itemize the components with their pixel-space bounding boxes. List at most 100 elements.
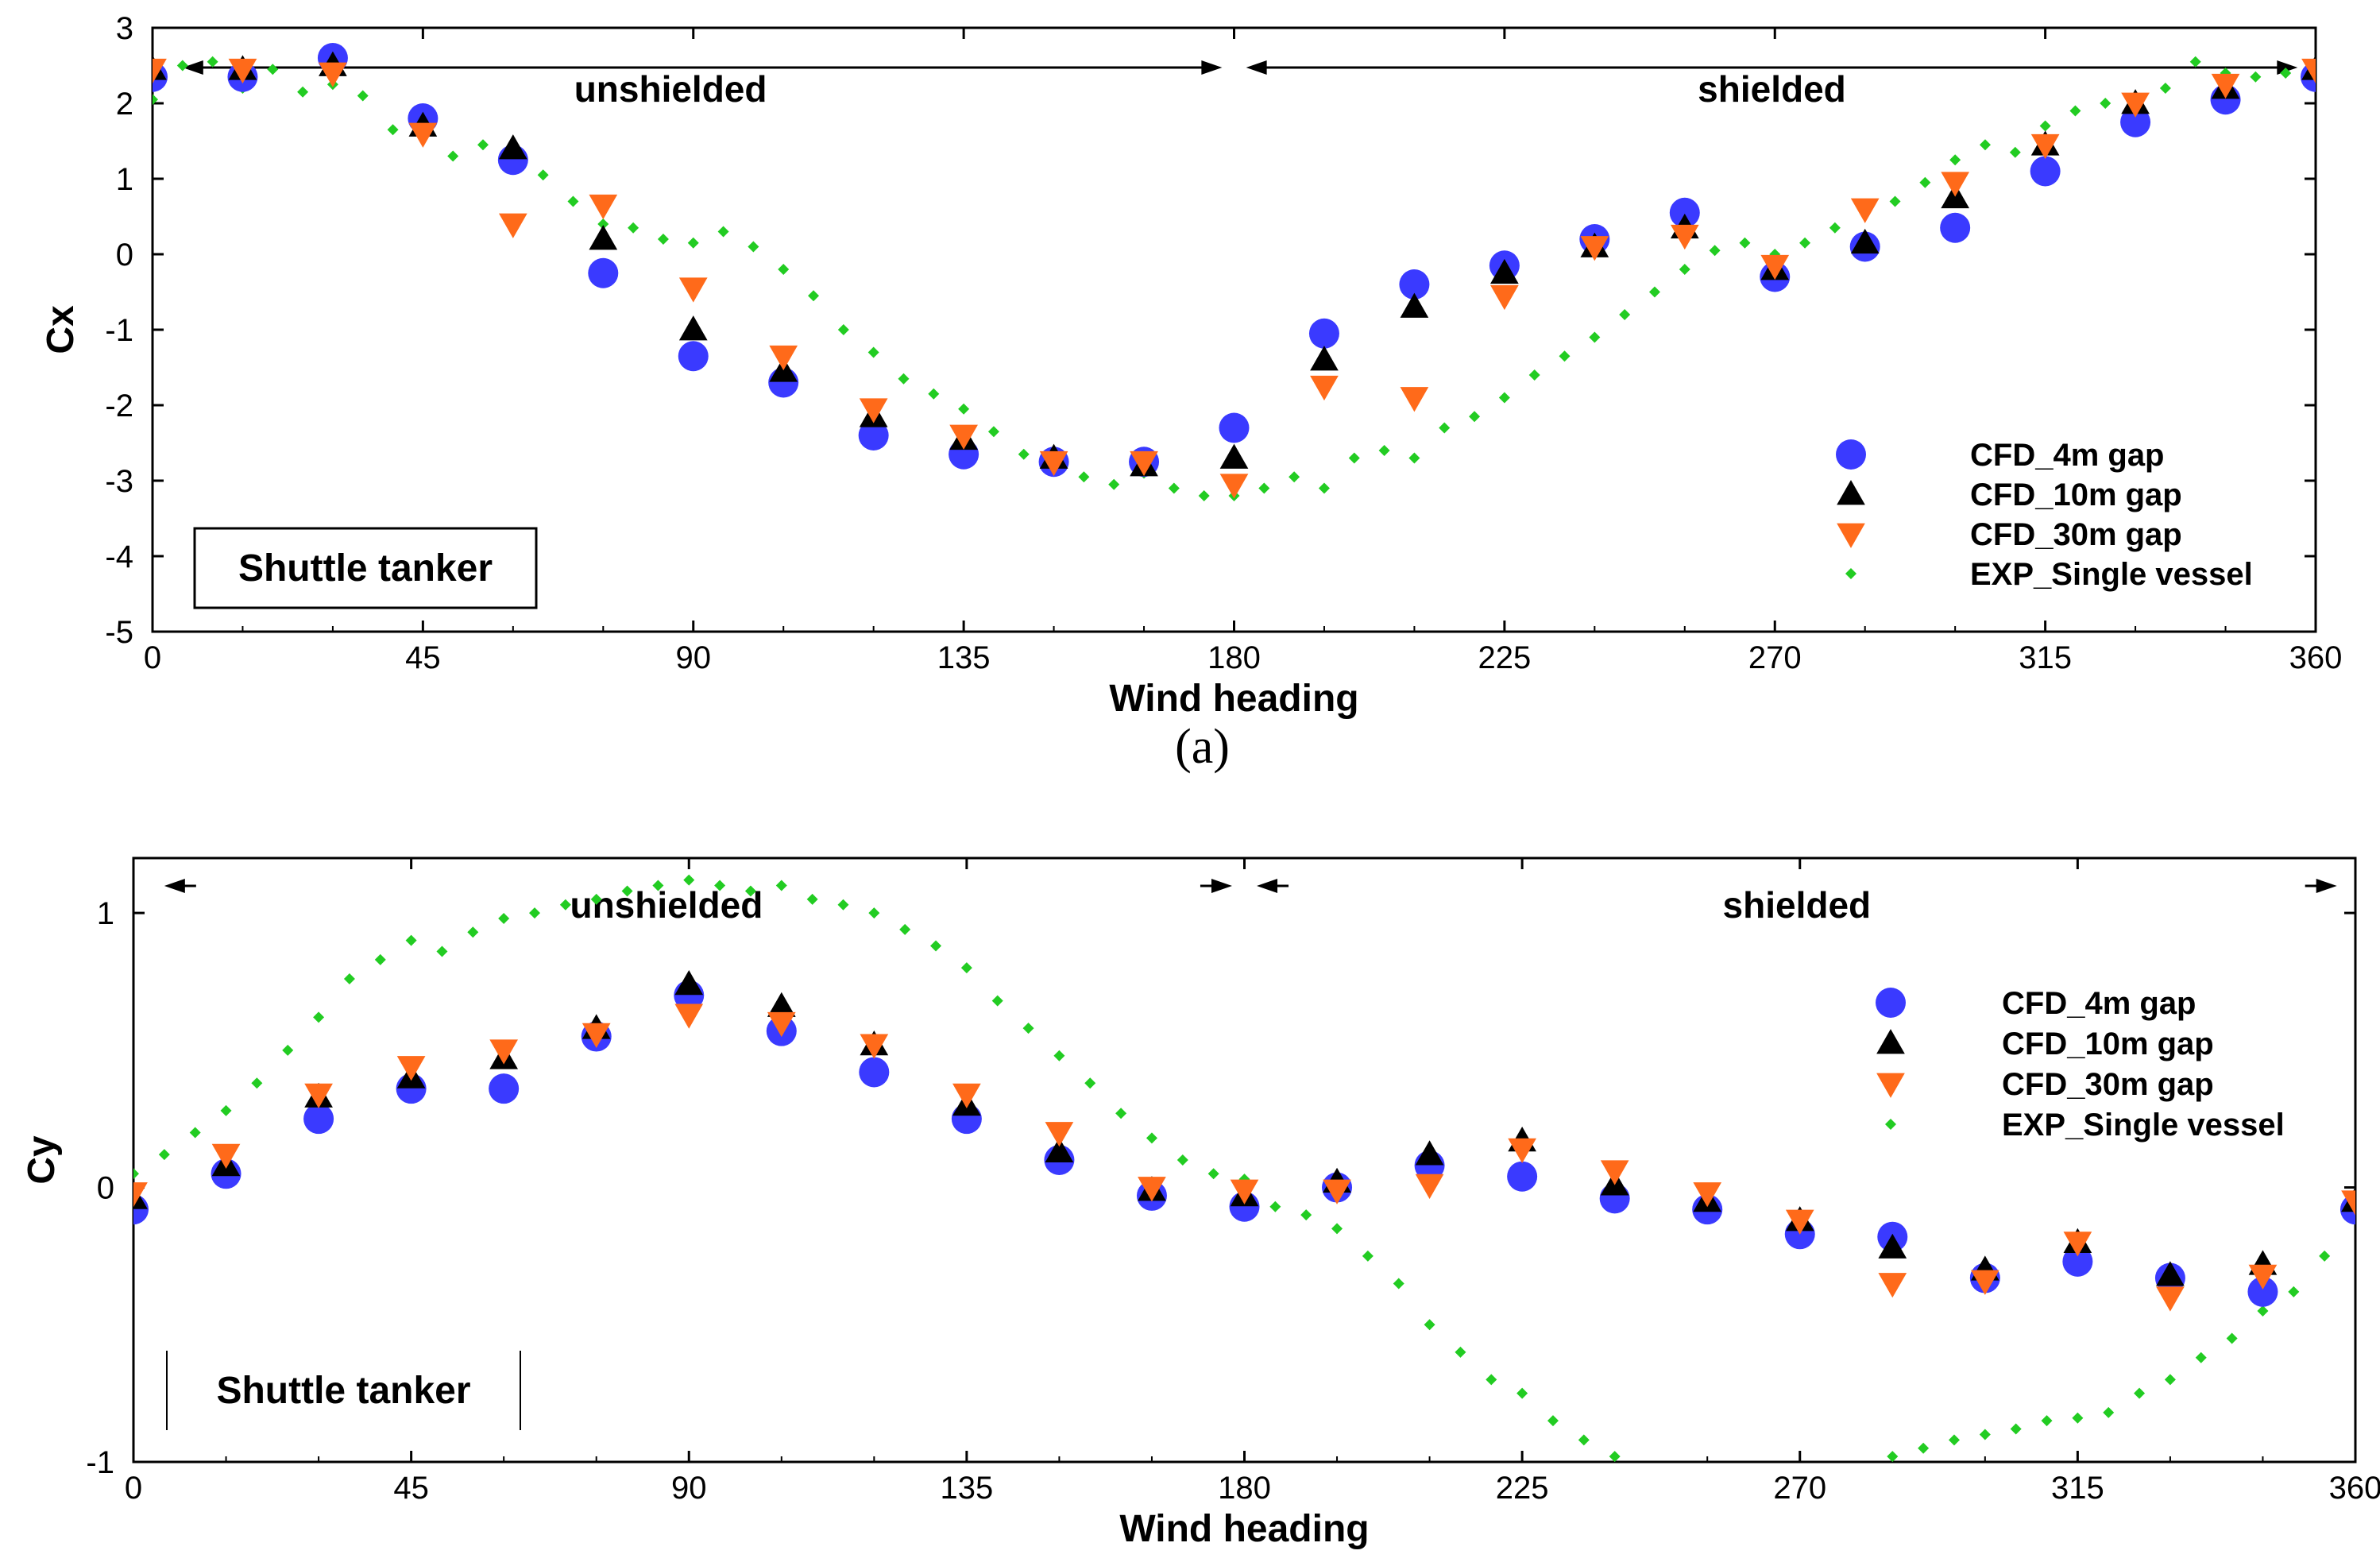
data-point	[899, 923, 911, 935]
data-point	[1045, 1137, 1074, 1163]
data-point	[2010, 1423, 2022, 1435]
data-point	[1490, 284, 1519, 311]
data-point	[498, 134, 527, 160]
data-point	[529, 907, 541, 919]
panel-caption: (a)	[1175, 720, 1230, 774]
data-point	[1018, 448, 1030, 460]
data-point	[1887, 1451, 1899, 1462]
data-point	[1785, 1209, 1814, 1235]
data-point	[714, 880, 726, 891]
y-tick-label: 1	[97, 896, 114, 931]
x-tick-label: 360	[2289, 640, 2343, 675]
data-point	[1878, 1233, 1907, 1259]
data-point	[1919, 176, 1931, 188]
data-point	[2226, 1332, 2238, 1344]
data-point	[1415, 1174, 1444, 1199]
panel-cy: 0 45 90 135 180 225 270 315 360 -1 0 1 Wind heading C…	[21, 856, 2380, 1550]
data-point	[303, 1104, 334, 1135]
data-point	[1507, 1161, 1538, 1192]
x-tick-label: 0	[125, 1471, 142, 1506]
x-tick-label: 0	[144, 640, 161, 675]
y-axis-title: Cy	[21, 1135, 63, 1185]
region-unshielded: unshielded	[182, 60, 1223, 110]
data-point	[2063, 1232, 2092, 1257]
data-point	[767, 992, 796, 1017]
data-point	[408, 122, 438, 148]
data-point	[1415, 1140, 1444, 1166]
data-point	[1799, 237, 1811, 249]
x-tick-label: 360	[2329, 1471, 2380, 1506]
y-tick-label: 3	[116, 11, 133, 46]
data-point	[1490, 258, 1519, 284]
data-point	[153, 58, 167, 84]
y-tick-label: -3	[105, 464, 133, 499]
data-point	[1709, 245, 1721, 257]
data-point	[1022, 1023, 1034, 1034]
x-tick-label: 45	[405, 640, 441, 675]
data-point	[1949, 154, 1961, 166]
data-point	[1589, 331, 1601, 343]
data-point	[597, 218, 609, 230]
data-point	[176, 60, 188, 72]
data-point	[2247, 1276, 2278, 1307]
data-point	[717, 226, 729, 238]
data-point	[1918, 1442, 1930, 1454]
annotation-box: Shuttle tanker	[193, 527, 538, 609]
data-point	[930, 940, 942, 952]
data-point	[590, 893, 602, 905]
data-point	[1940, 212, 1971, 243]
data-point	[1146, 1132, 1157, 1144]
data-point	[2072, 1412, 2084, 1424]
data-point	[343, 973, 355, 984]
data-point	[652, 880, 664, 891]
data-point	[769, 345, 798, 371]
data-point	[1670, 224, 1699, 250]
data-point	[559, 899, 571, 911]
y-tick-label: 0	[116, 238, 133, 273]
data-point	[1108, 478, 1120, 490]
y-tick-label: -2	[105, 389, 133, 423]
data-point	[2156, 1286, 2185, 1312]
data-point	[436, 945, 448, 957]
legend-label: CFD_4m gap	[1970, 438, 2165, 473]
data-point	[1850, 228, 1880, 254]
data-point	[1424, 1319, 1435, 1331]
data-point	[778, 264, 790, 275]
x-tick-label: 225	[1478, 640, 1532, 675]
data-point	[1941, 172, 1970, 197]
data-point	[2288, 1286, 2300, 1297]
data-point	[2041, 1415, 2053, 1427]
y-tick-label: 0	[97, 1171, 114, 1206]
data-point	[960, 962, 972, 974]
data-point	[220, 1104, 232, 1116]
data-point	[898, 373, 910, 385]
data-point	[1826, 1470, 1837, 1481]
data-point	[387, 124, 399, 136]
data-point	[1207, 1168, 1219, 1180]
legend-label: CFD_4m gap	[2002, 986, 2196, 1021]
data-point	[767, 1011, 796, 1038]
region-label: shielded	[1698, 68, 1846, 110]
region-label: unshielded	[570, 884, 763, 926]
region-arrow-left	[1257, 879, 1278, 893]
data-point	[1168, 482, 1180, 494]
data-point	[2301, 58, 2316, 84]
data-point	[1516, 1387, 1528, 1399]
x-tick-label: 135	[941, 1471, 994, 1506]
legend-marker	[1845, 568, 1856, 579]
data-point	[374, 953, 386, 965]
data-point	[1045, 1122, 1074, 1147]
data-point	[319, 62, 347, 87]
legend: CFD_4m gap CFD_10m gap CFD_30m gap EXP_Sing…	[1836, 438, 2253, 592]
data-point	[1619, 309, 1631, 320]
data-point	[211, 1143, 241, 1169]
data-point	[1439, 422, 1451, 434]
legend-marker	[1876, 1029, 1905, 1054]
data-point	[1486, 1374, 1497, 1386]
legend-marker	[1885, 1119, 1896, 1130]
region-arrow-right	[1211, 879, 1232, 893]
region-arrow-right	[1201, 60, 1223, 75]
data-point	[687, 237, 699, 249]
x-tick-label: 45	[393, 1471, 429, 1506]
